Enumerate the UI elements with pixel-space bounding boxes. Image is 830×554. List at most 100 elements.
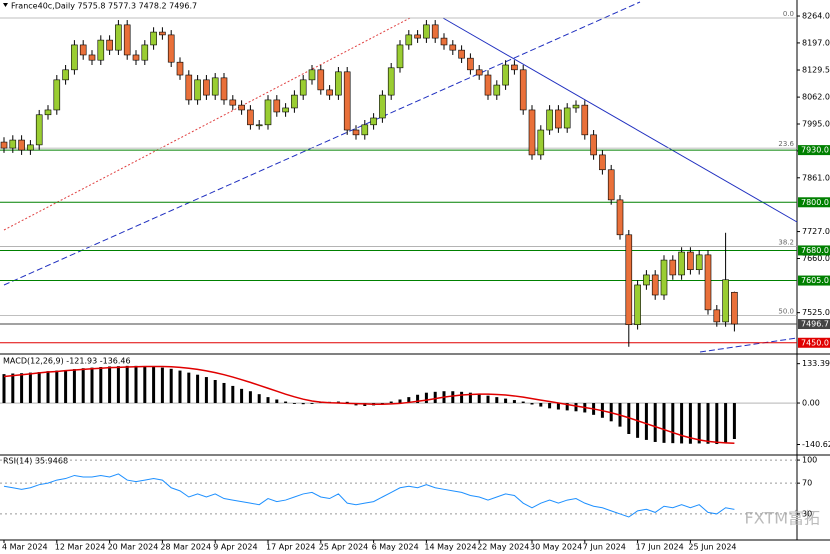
candle-body xyxy=(264,99,272,126)
candle-body xyxy=(35,114,43,146)
candle-body xyxy=(625,234,633,326)
rsi-title: RSI(14) 35.9468 xyxy=(3,457,68,466)
x-tick-label: 4 Mar 2024 xyxy=(2,543,48,552)
candle-body xyxy=(132,54,140,61)
watermark: FXTM富拓 xyxy=(745,509,820,528)
y-tick-label: 8264.0 xyxy=(802,12,830,21)
x-tick-label: 17 Jun 2024 xyxy=(636,543,684,552)
candle-body xyxy=(141,44,149,61)
candle-body xyxy=(528,109,536,156)
candle-body xyxy=(88,54,96,61)
candle-body xyxy=(519,69,527,111)
candle-body xyxy=(308,69,316,81)
y-tick-label: 8062.0 xyxy=(802,93,830,102)
x-tick-label: 12 Mar 2024 xyxy=(55,543,106,552)
trend-line xyxy=(3,1,641,286)
x-tick-label: 14 May 2024 xyxy=(424,543,476,552)
candle-body xyxy=(431,24,439,39)
candle-body xyxy=(53,79,61,111)
y-tick-label: 8197.0 xyxy=(802,38,830,47)
y-tick-label: 8129.5 xyxy=(802,66,830,75)
y-tick-label: 0.00 xyxy=(802,399,820,408)
candle-body xyxy=(555,109,562,129)
candle-body xyxy=(229,99,237,106)
candle-body xyxy=(361,124,369,136)
candle-body xyxy=(167,34,175,63)
candle-body xyxy=(669,259,677,276)
candle-body xyxy=(176,61,184,76)
candle-body xyxy=(326,89,333,96)
x-tick-label: 25 Apr 2024 xyxy=(319,543,368,552)
candle-body xyxy=(27,144,34,151)
candle-body xyxy=(317,69,325,91)
candle-body xyxy=(704,254,712,311)
candle-body xyxy=(616,199,624,236)
candle-body xyxy=(414,34,421,39)
candle-body xyxy=(643,274,650,286)
candle-body xyxy=(449,44,457,51)
candle-body xyxy=(18,139,25,151)
x-tick-label: 17 Apr 2024 xyxy=(266,543,315,552)
candle-body xyxy=(159,31,166,36)
level-label-box xyxy=(798,145,830,156)
candle-body xyxy=(343,71,351,131)
candle-body xyxy=(115,24,122,51)
y-tick-label: 70 xyxy=(802,479,812,488)
y-tick-label: 7861.0 xyxy=(802,173,830,182)
chart-title: France40c,Daily 7575.8 7577.3 7478.2 749… xyxy=(11,2,197,11)
candle-body xyxy=(502,64,509,86)
candle-body xyxy=(79,44,87,56)
y-tick-label: 30 xyxy=(802,509,812,518)
candle-body xyxy=(44,109,52,116)
candle-body xyxy=(71,44,78,71)
candle-body xyxy=(211,77,219,96)
fib-label: 23.6 xyxy=(778,140,794,148)
candle-body xyxy=(123,24,131,56)
candle-body xyxy=(722,279,729,323)
menu-arrow[interactable] xyxy=(3,3,8,7)
rsi-line xyxy=(3,473,735,518)
y-tick-label: 133.39 xyxy=(802,359,830,368)
fib-label: 50.0 xyxy=(778,307,794,315)
candle-body xyxy=(238,104,245,111)
candle-body xyxy=(651,274,659,296)
candle-body xyxy=(563,107,571,129)
candle-body xyxy=(484,74,492,96)
x-tick-label: 25 Jun 2024 xyxy=(688,543,736,552)
candle-body xyxy=(546,109,553,131)
level-label: 7450.0 xyxy=(801,338,829,347)
candle-body xyxy=(607,169,615,201)
candle-body xyxy=(352,129,360,136)
candle-body xyxy=(687,251,694,271)
candle-body xyxy=(0,141,8,149)
fib-label: 0.0 xyxy=(783,10,794,18)
level-label-box xyxy=(798,337,830,348)
x-tick-label: 20 Mar 2024 xyxy=(108,543,159,552)
trend-line xyxy=(3,17,411,231)
level-label: 7800.0 xyxy=(801,198,829,207)
level-label: 7930.0 xyxy=(801,146,829,155)
candle-body xyxy=(106,39,113,51)
candle-body xyxy=(590,134,597,156)
candle-body xyxy=(572,104,580,109)
candle-body xyxy=(511,64,518,71)
level-label-box xyxy=(798,245,830,256)
candle-body xyxy=(387,67,395,96)
candle-body xyxy=(247,109,254,126)
fib-label: 38.2 xyxy=(778,238,794,246)
candle-body xyxy=(9,139,17,149)
candle-body xyxy=(458,49,465,59)
candle-body xyxy=(299,79,307,96)
candle-body xyxy=(467,57,474,71)
level-label-box xyxy=(798,275,830,286)
signal-line xyxy=(3,365,735,445)
level-label: 7680.0 xyxy=(801,246,829,255)
x-tick-label: 30 May 2024 xyxy=(530,543,582,552)
candle-body xyxy=(537,129,545,156)
trend-line xyxy=(699,337,798,353)
y-tick-label: 100 xyxy=(802,456,817,465)
candle-body xyxy=(423,24,430,39)
level-label-box xyxy=(798,319,830,330)
